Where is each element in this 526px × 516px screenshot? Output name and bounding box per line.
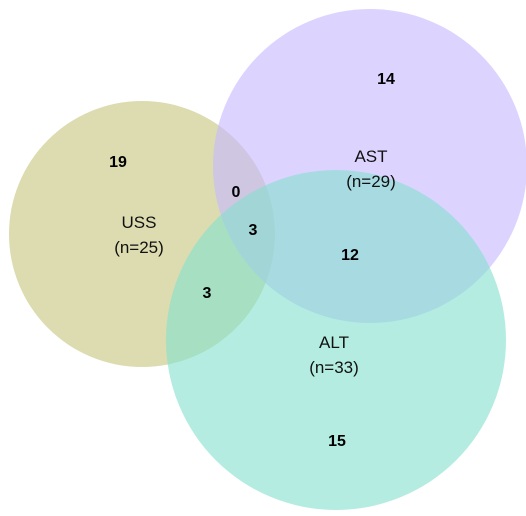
count-uss-ast-alt: 3 [249, 222, 258, 239]
count-uss-alt: 3 [203, 285, 212, 302]
alt-name: ALT [319, 333, 349, 352]
count-ast-only: 14 [377, 71, 395, 88]
ast-size: (n=29) [346, 172, 396, 191]
set-circles [9, 9, 526, 510]
alt-circle [166, 170, 506, 510]
ast-name: AST [354, 147, 387, 166]
uss-size: (n=25) [114, 238, 164, 257]
count-ast-alt: 12 [341, 247, 359, 264]
region-counts: 19 14 15 0 3 12 3 [109, 71, 395, 450]
alt-size: (n=33) [309, 358, 359, 377]
set-labels: USS (n=25) AST (n=29) ALT (n=33) [114, 147, 396, 377]
count-alt-only: 15 [328, 433, 346, 450]
uss-name: USS [122, 213, 157, 232]
count-uss-only: 19 [109, 154, 127, 171]
count-uss-ast: 0 [232, 184, 241, 201]
